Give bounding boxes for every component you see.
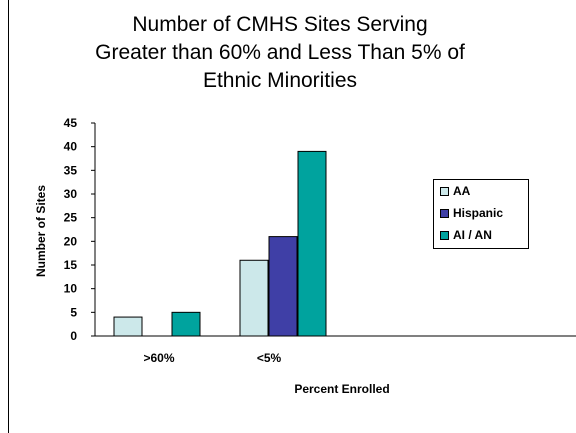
x-ticks: >60% <5% — [143, 351, 281, 365]
bars — [113, 150, 327, 337]
legend-item-aa: AA — [440, 184, 470, 198]
legend-item-ai-an: AI / AN — [440, 228, 492, 242]
legend-label-aa: AA — [453, 184, 471, 198]
legend-swatch-hispanic — [440, 208, 449, 218]
y-tick-label: 5 — [70, 305, 77, 319]
legend-swatch-ai-an — [440, 230, 449, 240]
y-tick-label: 10 — [64, 282, 78, 296]
y-tick-label: 30 — [64, 187, 78, 201]
y-tick-label: 35 — [64, 163, 78, 177]
y-tick-label: 40 — [64, 140, 78, 154]
legend-label-ai-an: AI / AN — [453, 228, 492, 242]
bar-ai-an-0 — [171, 311, 201, 337]
chart-frame — [8, 0, 576, 433]
y-tick-label: 25 — [64, 211, 78, 225]
y-axis-label: Number of Sites — [34, 185, 48, 277]
chart-title-line-1: Number of CMHS Sites Serving — [132, 13, 428, 36]
y-tick-label: 0 — [70, 329, 77, 343]
legend: AA Hispanic AI / AN — [433, 179, 529, 249]
x-tick-label: >60% — [143, 351, 174, 365]
bar-ai-an-1 — [297, 150, 327, 337]
y-tick-label: 20 — [64, 234, 78, 248]
y-tick-label: 15 — [64, 258, 78, 272]
bar-hispanic-1 — [268, 236, 298, 337]
x-tick-label: <5% — [257, 351, 282, 365]
bar-aa-0 — [113, 316, 143, 337]
y-tick-label: 45 — [64, 116, 78, 130]
chart-title-line-2: Greater than 60% and Less Than 5% of — [95, 41, 465, 64]
x-axis-label: Percent Enrolled — [294, 382, 389, 396]
legend-swatch-aa — [440, 186, 449, 196]
legend-label-hispanic: Hispanic — [453, 206, 504, 220]
bar-aa-1 — [239, 259, 269, 337]
legend-item-hispanic: Hispanic — [440, 206, 503, 220]
y-ticks: 0 5 10 15 20 25 30 35 40 45 — [64, 116, 95, 343]
chart-title-line-3: Ethnic Minorities — [202, 69, 358, 92]
